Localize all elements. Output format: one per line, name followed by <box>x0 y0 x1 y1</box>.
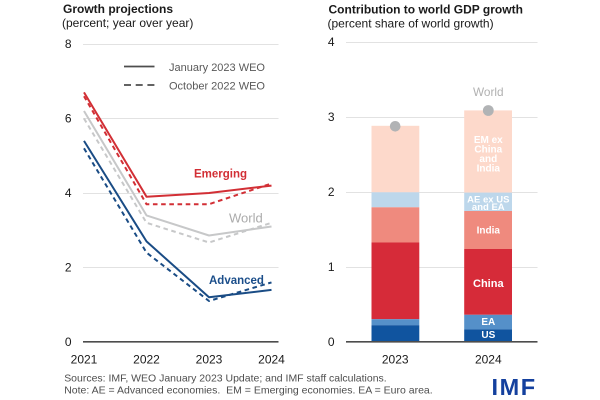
svg-text:India: India <box>477 164 501 175</box>
svg-text:0: 0 <box>328 335 335 349</box>
svg-text:2024: 2024 <box>258 353 285 367</box>
svg-text:Advanced: Advanced <box>209 275 264 287</box>
svg-text:World: World <box>473 85 504 99</box>
svg-text:IMF: IMF <box>492 374 537 400</box>
svg-text:EA: EA <box>481 317 495 328</box>
svg-text:(percent; year over year): (percent; year over year) <box>62 16 193 30</box>
svg-text:6: 6 <box>65 112 72 126</box>
svg-text:2023: 2023 <box>196 353 223 367</box>
svg-text:EM ex: EM ex <box>474 135 503 146</box>
svg-text:4: 4 <box>65 186 72 200</box>
svg-text:China: China <box>474 145 502 156</box>
svg-text:1: 1 <box>328 260 335 274</box>
svg-text:Contribution to world GDP grow: Contribution to world GDP growth <box>329 3 523 17</box>
svg-text:2021: 2021 <box>71 353 98 367</box>
svg-text:2: 2 <box>65 261 72 275</box>
svg-text:Sources: IMF, WEO January 2023: Sources: IMF, WEO January 2023 Update; a… <box>64 373 387 385</box>
svg-text:India: India <box>477 225 501 236</box>
svg-text:US: US <box>481 330 495 341</box>
svg-text:2023: 2023 <box>382 353 409 367</box>
svg-text:0: 0 <box>65 335 72 349</box>
svg-text:2: 2 <box>328 185 335 199</box>
svg-text:4: 4 <box>328 35 335 49</box>
svg-text:October 2022 WEO: October 2022 WEO <box>169 81 265 93</box>
svg-text:2022: 2022 <box>133 353 160 367</box>
svg-text:AE ex US: AE ex US <box>467 194 509 205</box>
svg-text:World: World <box>229 211 263 226</box>
svg-text:January 2023 WEO: January 2023 WEO <box>169 62 265 74</box>
svg-text:and: and <box>479 154 497 165</box>
svg-text:Emerging: Emerging <box>194 169 247 181</box>
svg-text:3: 3 <box>328 110 335 124</box>
svg-text:8: 8 <box>65 37 72 51</box>
svg-text:China: China <box>473 278 504 290</box>
svg-text:and EA: and EA <box>472 202 505 213</box>
svg-text:Note: AE = Advanced economies.: Note: AE = Advanced economies. EM = Emer… <box>64 384 433 396</box>
svg-text:(percent share of world growth: (percent share of world growth) <box>328 17 494 31</box>
svg-text:Growth projections: Growth projections <box>63 2 173 16</box>
svg-text:2024: 2024 <box>475 353 502 367</box>
